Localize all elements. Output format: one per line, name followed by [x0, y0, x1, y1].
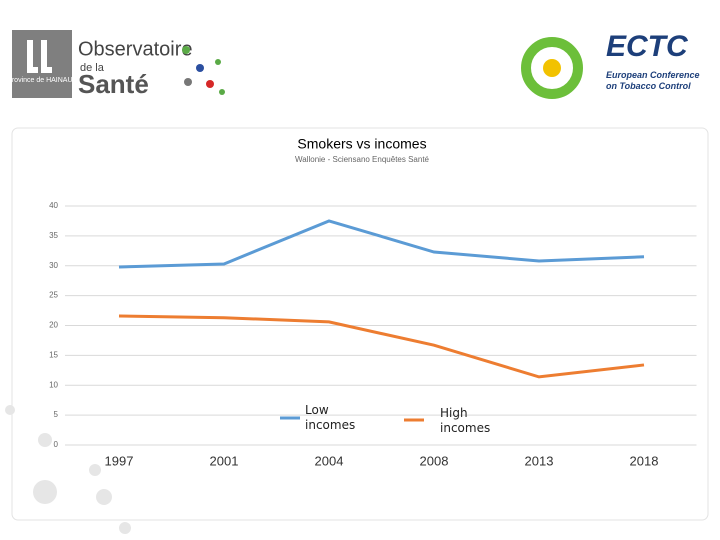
- y-tick-label: 0: [54, 440, 59, 449]
- x-tick-label: 2004: [315, 453, 344, 468]
- ectc-ring: [521, 37, 583, 99]
- series-line: [118, 219, 645, 269]
- y-tick-label: 35: [49, 231, 58, 240]
- chart-title: Smokers vs incomes: [297, 136, 426, 152]
- logo-name: Observatoire: [78, 38, 193, 60]
- chart-subtitle: Wallonie - Sciensano Enquêtes Santé: [295, 155, 430, 164]
- logo-sub: de la: [80, 62, 105, 74]
- x-tick-label: 2001: [210, 453, 239, 468]
- chart-frame: [11, 127, 709, 521]
- logo-mark: [27, 40, 52, 73]
- y-tick-label: 25: [49, 291, 58, 300]
- x-tick-label: 1997: [105, 453, 134, 468]
- x-tick-label: 2008: [420, 453, 449, 468]
- y-tick-label: 15: [49, 350, 58, 359]
- y-tick-label: 5: [54, 410, 59, 419]
- y-tick-label: 30: [49, 261, 58, 270]
- logo-main: Santé: [78, 69, 149, 99]
- y-tick-label: 40: [49, 201, 58, 210]
- logo-dots: [182, 46, 225, 95]
- ectc-full: European Conference on Tobacco Control: [606, 70, 700, 91]
- legend-label: Low incomes: [305, 403, 356, 432]
- ectc-core: [543, 59, 561, 77]
- x-tick-label: 2018: [630, 453, 659, 468]
- ectc-acronym: ECTC: [606, 30, 689, 63]
- series-line: [118, 314, 645, 379]
- legend-label: High incomes: [440, 406, 491, 435]
- y-tick-label: 10: [49, 380, 58, 389]
- logo-region: Province de HAINAUT: [7, 77, 77, 84]
- decor-dots: [5, 405, 131, 534]
- y-tick-label: 20: [49, 321, 58, 330]
- x-tick-label: 2013: [525, 453, 554, 468]
